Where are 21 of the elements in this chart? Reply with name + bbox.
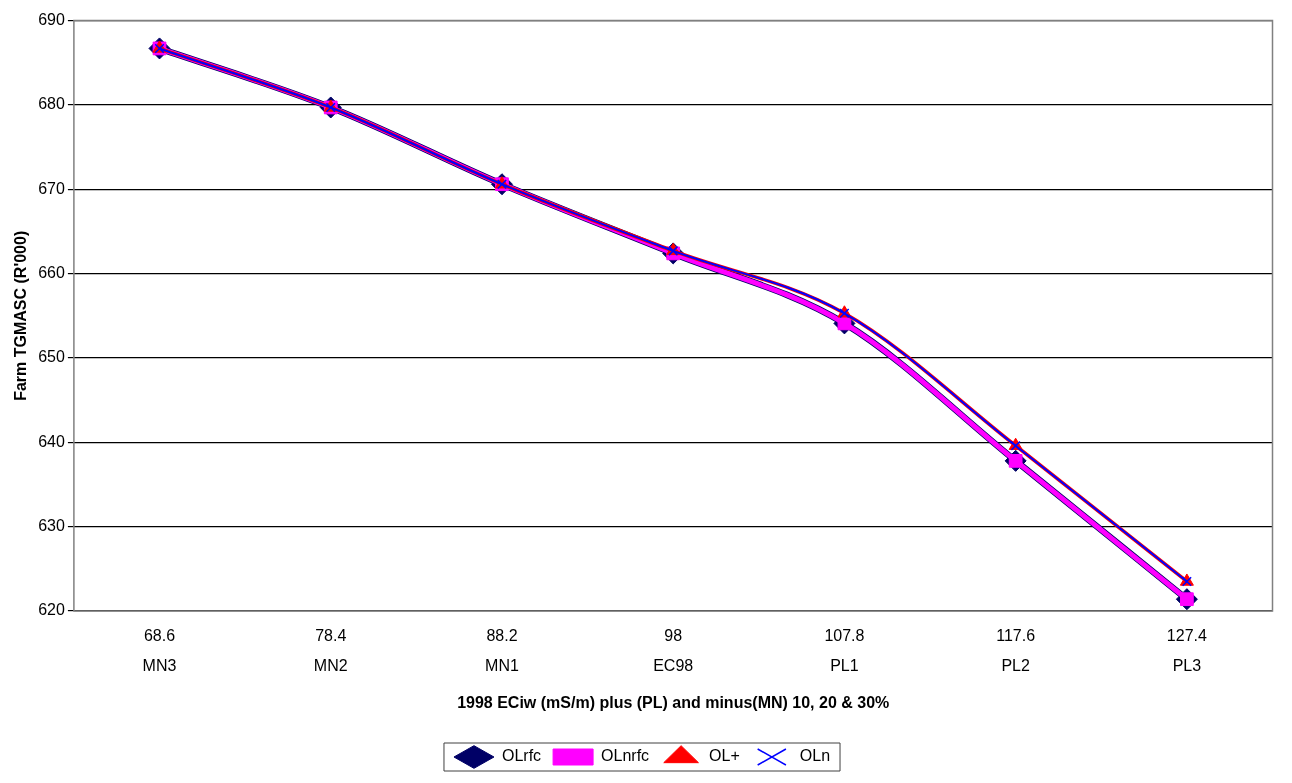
legend-label: OLrfc — [501, 747, 542, 765]
y-tick-label: 630 — [38, 517, 65, 535]
x-tick-label: 127.4 PL3 — [1166, 626, 1207, 675]
legend-label: OL+ — [709, 747, 740, 765]
x-tick-label: 98 EC98 — [653, 626, 694, 675]
x-tick-label: 107.8 PL1 — [824, 626, 865, 675]
legend-label: OLn — [799, 747, 831, 765]
y-tick-label: 640 — [38, 432, 65, 450]
x-tick-label: 78.4 MN2 — [313, 626, 348, 675]
y-tick-label: 670 — [38, 179, 65, 197]
y-tick-label: 650 — [38, 348, 65, 366]
y-tick-label: 660 — [38, 264, 65, 282]
x-tick-label: 68.6 MN3 — [142, 626, 177, 675]
y-tick-label: 620 — [38, 601, 65, 619]
legend-label: OLnrfc — [601, 747, 650, 765]
y-tick-label: 680 — [38, 95, 65, 113]
y-axis-title: Farm TGMASC (R'000) — [12, 230, 30, 401]
x-axis-title: 1998 ECiw (mS/m) plus (PL) and minus(MN) 10, 20 & 30% — [457, 693, 890, 711]
x-tick-label: 88.2 MN1 — [485, 626, 519, 675]
x-tick-label: 117.6 PL2 — [996, 626, 1036, 675]
y-tick-label: 690 — [38, 11, 65, 29]
